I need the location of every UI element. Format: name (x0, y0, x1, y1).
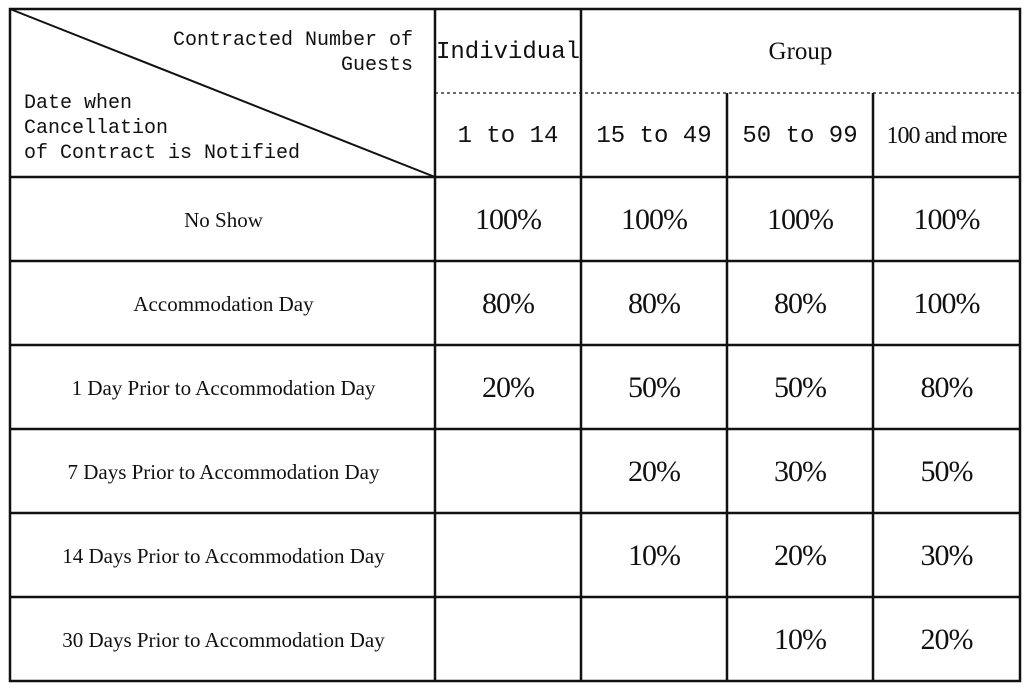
value-cell (581, 599, 727, 681)
value-cell: 50% (774, 371, 827, 404)
corner-row-heading: Date when Cancellation of Contract is No… (24, 91, 324, 171)
value-cell: 20% (774, 539, 827, 572)
corner-diagonal (9, 8, 436, 178)
value-cell: 30% (774, 455, 827, 488)
header-group: Group (768, 38, 833, 65)
value-cell: 10% (628, 539, 681, 572)
header-range-15-to-49: 15 to 49 (596, 122, 712, 150)
corner-column-heading-line2: Guests (340, 54, 413, 77)
corner-row-heading-line1: Date when (24, 92, 133, 115)
value-cell: 20% (628, 455, 681, 488)
value-cell: 20% (482, 371, 535, 404)
value-cell: 30% (920, 539, 974, 572)
header-range-100-and-more: 100 and more (886, 122, 1008, 149)
header-range-50-to-99: 50 to 99 (742, 122, 858, 150)
value-cell: 100% (475, 203, 542, 236)
row-label-30-days-prior: 30 Days Prior to Accommodation Day (62, 627, 385, 652)
value-cell: 80% (920, 371, 974, 404)
corner-column-heading: Contracted Number of Guests (140, 28, 413, 82)
value-cell: 100% (767, 203, 834, 236)
row-label-1-day-prior: 1 Day Prior to Accommodation Day (71, 375, 376, 400)
value-cell: 100% (621, 203, 688, 236)
value-cell: 100% (913, 203, 981, 236)
corner-row-heading-line2: Cancellation (24, 117, 169, 140)
row-label-14-days-prior: 14 Days Prior to Accommodation Day (62, 543, 385, 568)
value-cell (435, 599, 581, 681)
value-cell: 50% (628, 371, 681, 404)
row-label-accommodation-day: Accommodation Day (133, 291, 314, 316)
value-cell (435, 431, 581, 513)
value-cell (435, 515, 581, 597)
row-label-7-days-prior: 7 Days Prior to Accommodation Day (67, 459, 380, 484)
value-cell: 80% (774, 287, 827, 320)
corner-column-heading-line1: Contracted Number of (172, 29, 413, 52)
row-label-no-show: No Show (184, 207, 263, 232)
value-cell: 10% (774, 623, 827, 656)
value-cell: 80% (482, 287, 535, 320)
corner-row-heading-line3: of Contract is Notified (24, 142, 301, 165)
value-cell: 80% (628, 287, 681, 320)
header-individual: Individual (435, 38, 581, 66)
value-cell: 20% (920, 623, 974, 656)
value-cell: 50% (920, 455, 974, 488)
value-cell: 100% (913, 287, 981, 320)
header-range-1-to-14: 1 to 14 (457, 122, 559, 150)
